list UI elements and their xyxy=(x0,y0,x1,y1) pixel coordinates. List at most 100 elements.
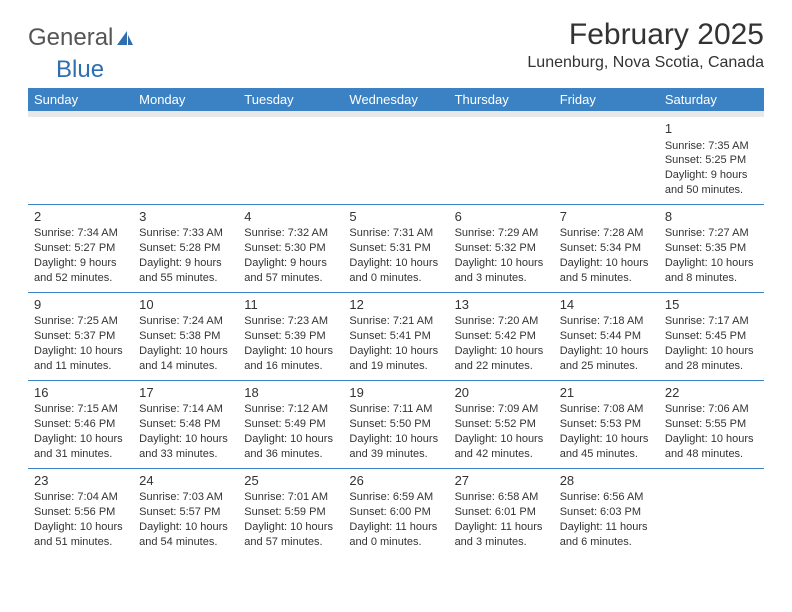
cell-line: Sunrise: 7:23 AM xyxy=(244,314,337,329)
cell-line: Daylight: 9 hours xyxy=(34,256,127,271)
day-number: 8 xyxy=(665,208,758,226)
calendar-cell: 14Sunrise: 7:18 AMSunset: 5:44 PMDayligh… xyxy=(554,292,659,380)
cell-line: and 28 minutes. xyxy=(665,359,758,374)
cell-line: Sunset: 5:41 PM xyxy=(349,329,442,344)
cell-line: Sunrise: 7:20 AM xyxy=(455,314,548,329)
day-number: 22 xyxy=(665,384,758,402)
cell-line: Daylight: 10 hours xyxy=(244,432,337,447)
calendar-cell: 26Sunrise: 6:59 AMSunset: 6:00 PMDayligh… xyxy=(343,468,448,555)
cell-line: Daylight: 10 hours xyxy=(139,432,232,447)
day-number: 24 xyxy=(139,472,232,490)
cell-line: Sunrise: 7:03 AM xyxy=(139,490,232,505)
day-number: 11 xyxy=(244,296,337,314)
day-header: Tuesday xyxy=(238,88,343,111)
cell-line: Sunset: 5:56 PM xyxy=(34,505,127,520)
cell-line: Sunrise: 7:09 AM xyxy=(455,402,548,417)
cell-line: and 19 minutes. xyxy=(349,359,442,374)
cell-line: Sunrise: 7:11 AM xyxy=(349,402,442,417)
day-header-row: Sunday Monday Tuesday Wednesday Thursday… xyxy=(28,88,764,111)
cell-line: Daylight: 11 hours xyxy=(455,520,548,535)
cell-line: and 50 minutes. xyxy=(665,183,758,198)
calendar-body: 1Sunrise: 7:35 AMSunset: 5:25 PMDaylight… xyxy=(28,111,764,556)
cell-line: Sunrise: 7:01 AM xyxy=(244,490,337,505)
day-number: 10 xyxy=(139,296,232,314)
cell-line: and 22 minutes. xyxy=(455,359,548,374)
cell-line: Sunset: 6:00 PM xyxy=(349,505,442,520)
cell-line: and 14 minutes. xyxy=(139,359,232,374)
calendar-cell: 3Sunrise: 7:33 AMSunset: 5:28 PMDaylight… xyxy=(133,204,238,292)
cell-line: Daylight: 10 hours xyxy=(665,432,758,447)
calendar-cell: 28Sunrise: 6:56 AMSunset: 6:03 PMDayligh… xyxy=(554,468,659,555)
day-number: 16 xyxy=(34,384,127,402)
cell-line: and 57 minutes. xyxy=(244,271,337,286)
cell-line: Sunset: 5:32 PM xyxy=(455,241,548,256)
cell-line: Daylight: 10 hours xyxy=(34,344,127,359)
day-number: 23 xyxy=(34,472,127,490)
calendar-cell: 4Sunrise: 7:32 AMSunset: 5:30 PMDaylight… xyxy=(238,204,343,292)
cell-line: Sunset: 5:45 PM xyxy=(665,329,758,344)
calendar-week: 16Sunrise: 7:15 AMSunset: 5:46 PMDayligh… xyxy=(28,380,764,468)
cell-line: Sunrise: 7:33 AM xyxy=(139,226,232,241)
day-header: Saturday xyxy=(659,88,764,111)
day-number: 21 xyxy=(560,384,653,402)
cell-line: Sunset: 5:34 PM xyxy=(560,241,653,256)
cell-line: Sunrise: 7:28 AM xyxy=(560,226,653,241)
cell-line: and 57 minutes. xyxy=(244,535,337,550)
cell-line: Sunset: 6:03 PM xyxy=(560,505,653,520)
day-number: 12 xyxy=(349,296,442,314)
cell-line: Sunrise: 7:21 AM xyxy=(349,314,442,329)
cell-line: Sunrise: 7:15 AM xyxy=(34,402,127,417)
calendar-cell: 10Sunrise: 7:24 AMSunset: 5:38 PMDayligh… xyxy=(133,292,238,380)
calendar-cell xyxy=(238,117,343,204)
cell-line: and 36 minutes. xyxy=(244,447,337,462)
cell-line: Sunset: 5:27 PM xyxy=(34,241,127,256)
cell-line: Daylight: 10 hours xyxy=(34,432,127,447)
calendar-cell: 9Sunrise: 7:25 AMSunset: 5:37 PMDaylight… xyxy=(28,292,133,380)
calendar-cell: 18Sunrise: 7:12 AMSunset: 5:49 PMDayligh… xyxy=(238,380,343,468)
cell-line: Sunset: 5:28 PM xyxy=(139,241,232,256)
day-number: 9 xyxy=(34,296,127,314)
calendar-cell xyxy=(554,117,659,204)
cell-line: and 11 minutes. xyxy=(34,359,127,374)
day-number: 26 xyxy=(349,472,442,490)
day-number: 1 xyxy=(665,120,758,138)
cell-line: Sunrise: 7:18 AM xyxy=(560,314,653,329)
cell-line: Sunrise: 7:31 AM xyxy=(349,226,442,241)
cell-line: Sunrise: 6:59 AM xyxy=(349,490,442,505)
day-header: Sunday xyxy=(28,88,133,111)
logo: General xyxy=(28,18,135,52)
cell-line: Sunset: 5:59 PM xyxy=(244,505,337,520)
logo-text-2: Blue xyxy=(56,56,104,83)
cell-line: and 3 minutes. xyxy=(455,535,548,550)
calendar-cell: 25Sunrise: 7:01 AMSunset: 5:59 PMDayligh… xyxy=(238,468,343,555)
calendar-cell: 13Sunrise: 7:20 AMSunset: 5:42 PMDayligh… xyxy=(449,292,554,380)
cell-line: and 16 minutes. xyxy=(244,359,337,374)
calendar-cell: 15Sunrise: 7:17 AMSunset: 5:45 PMDayligh… xyxy=(659,292,764,380)
cell-line: Sunrise: 7:27 AM xyxy=(665,226,758,241)
calendar-table: Sunday Monday Tuesday Wednesday Thursday… xyxy=(28,88,764,556)
cell-line: Sunrise: 7:35 AM xyxy=(665,139,758,154)
cell-line: Sunrise: 7:14 AM xyxy=(139,402,232,417)
cell-line: Sunset: 5:42 PM xyxy=(455,329,548,344)
cell-line: Sunset: 5:31 PM xyxy=(349,241,442,256)
cell-line: and 33 minutes. xyxy=(139,447,232,462)
cell-line: and 25 minutes. xyxy=(560,359,653,374)
cell-line: Daylight: 9 hours xyxy=(665,168,758,183)
calendar-cell xyxy=(449,117,554,204)
calendar-week: 2Sunrise: 7:34 AMSunset: 5:27 PMDaylight… xyxy=(28,204,764,292)
cell-line: Daylight: 11 hours xyxy=(349,520,442,535)
cell-line: Daylight: 9 hours xyxy=(244,256,337,271)
day-number: 25 xyxy=(244,472,337,490)
cell-line: Daylight: 10 hours xyxy=(455,432,548,447)
cell-line: Sunrise: 7:17 AM xyxy=(665,314,758,329)
cell-line: Daylight: 10 hours xyxy=(349,344,442,359)
cell-line: Daylight: 10 hours xyxy=(34,520,127,535)
calendar-cell: 17Sunrise: 7:14 AMSunset: 5:48 PMDayligh… xyxy=(133,380,238,468)
cell-line: Sunset: 5:44 PM xyxy=(560,329,653,344)
calendar-week: 23Sunrise: 7:04 AMSunset: 5:56 PMDayligh… xyxy=(28,468,764,555)
cell-line: and 51 minutes. xyxy=(34,535,127,550)
cell-line: and 6 minutes. xyxy=(560,535,653,550)
day-number: 15 xyxy=(665,296,758,314)
cell-line: and 0 minutes. xyxy=(349,535,442,550)
cell-line: Daylight: 10 hours xyxy=(139,520,232,535)
